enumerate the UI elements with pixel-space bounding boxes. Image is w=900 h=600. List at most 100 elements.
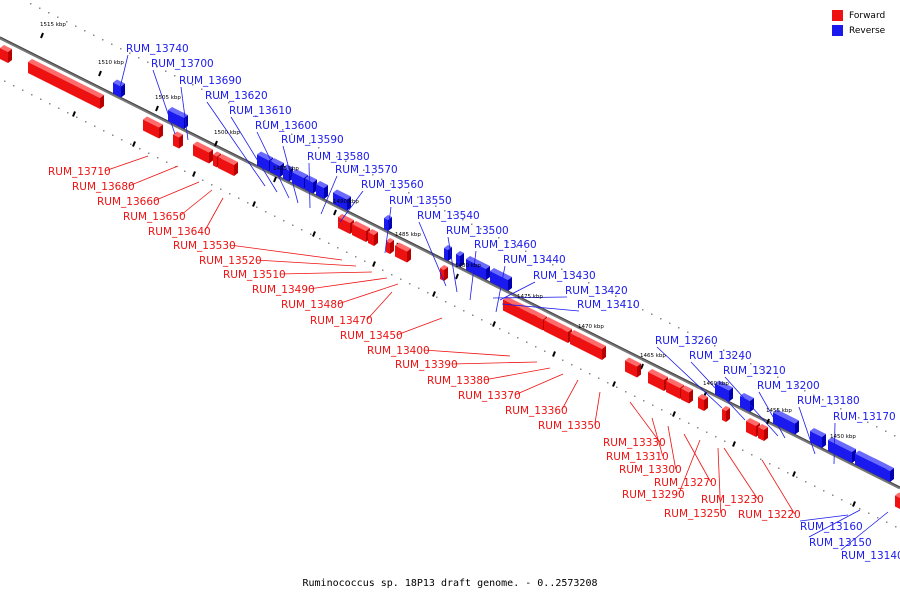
gene-side-face [347,196,351,211]
forward-gene-label[interactable]: RUM_13470 [310,315,373,327]
guide-dot [391,274,393,276]
forward-gene-label[interactable]: RUM_13490 [252,284,315,296]
forward-gene-label[interactable]: RUM_13510 [223,269,286,281]
forward-gene-label[interactable]: RUM_13530 [173,240,236,252]
reverse-gene-label[interactable]: RUM_13570 [335,164,398,176]
reverse-gene-label[interactable]: RUM_13430 [533,270,596,282]
reverse-gene-label[interactable]: RUM_13420 [565,285,628,297]
reverse-gene-label[interactable]: RUM_13500 [446,225,509,237]
reverse-gene-label[interactable]: RUM_13700 [151,58,214,70]
gene-side-face [209,149,213,164]
reverse-gene [466,256,490,280]
reverse-gene-label[interactable]: RUM_13610 [229,105,292,117]
reverse-gene-label[interactable]: RUM_13460 [474,239,537,251]
reverse-gene-label[interactable]: RUM_13540 [417,210,480,222]
gene-top-face [143,116,163,128]
gene-top-face [283,164,293,171]
reverse-gene-label[interactable]: RUM_13590 [281,134,344,146]
forward-gene-label[interactable]: RUM_13330 [603,437,666,449]
gene-side-face [460,253,464,267]
forward-gene-label[interactable]: RUM_13220 [738,509,801,521]
guide-dot [372,174,374,176]
forward-gene-label[interactable]: RUM_13370 [458,390,521,402]
guide-dot [139,148,141,150]
forward-gene-label[interactable]: RUM_13270 [654,477,717,489]
reverse-gene-label[interactable]: RUM_13410 [577,299,640,311]
reverse-gene [773,409,799,435]
reverse-gene-label[interactable]: RUM_13550 [389,195,452,207]
guide-dot [282,129,284,131]
reverse-gene-label[interactable]: RUM_13260 [655,335,718,347]
forward-gene-label[interactable]: RUM_13360 [505,405,568,417]
reverse-gene-label[interactable]: RUM_13170 [833,411,896,423]
reverse-gene-label[interactable]: RUM_13580 [307,151,370,163]
forward-gene-leader [667,425,677,470]
reverse-gene-label[interactable]: RUM_13740 [126,43,189,55]
gene-top-face [895,492,900,498]
guide-dot [220,188,222,190]
forward-gene-label[interactable]: RUM_13300 [619,464,682,476]
gene-top-face [666,378,684,388]
reverse-gene-label[interactable]: RUM_13210 [723,365,786,377]
forward-gene-label[interactable]: RUM_13710 [48,166,111,178]
guide-dot [22,89,24,91]
forward-gene-label[interactable]: RUM_13380 [427,375,490,387]
gene-top-face [722,406,730,411]
reverse-gene-leader [501,303,580,312]
forward-gene-label[interactable]: RUM_13450 [340,330,403,342]
gene-top-face [570,330,606,349]
forward-gene-leader [279,271,373,275]
gene-top-face [338,214,354,223]
forward-gene-label[interactable]: RUM_13290 [622,489,685,501]
gene-layer [0,45,900,509]
reverse-gene-label[interactable]: RUM_13690 [179,75,242,87]
forward-gene-label[interactable]: RUM_13660 [97,196,160,208]
guide-dot [409,283,411,285]
guide-dot [517,337,519,339]
guide-dot [481,319,483,321]
guide-dot [507,241,509,243]
guide-dot [661,409,663,411]
forward-gene-label[interactable]: RUM_13310 [606,451,669,463]
guide-dot [472,314,474,316]
forward-gene-label[interactable]: RUM_13640 [148,226,211,238]
reverse-gene-label[interactable]: RUM_13180 [797,395,860,407]
guide-dot [76,116,78,118]
scale-tick [312,231,316,237]
forward-gene-label[interactable]: RUM_13680 [72,181,135,193]
reverse-gene-label[interactable]: RUM_13600 [255,120,318,132]
forward-gene-label[interactable]: RUM_13480 [281,299,344,311]
gene-side-face [324,185,328,199]
reverse-gene-label[interactable]: RUM_13150 [809,537,872,549]
forward-gene-label[interactable]: RUM_13400 [367,345,430,357]
gene-top-face [758,424,768,430]
reverse-gene-label[interactable]: RUM_13160 [800,521,863,533]
guide-dot [786,381,788,383]
scale-label: 1470 kbp [578,324,604,330]
gene-top-face [352,221,370,231]
guide-dot [354,165,356,167]
gene-top-face [213,151,221,157]
forward-gene-label[interactable]: RUM_13650 [123,211,186,223]
reverse-gene-label[interactable]: RUM_13200 [757,380,820,392]
guide-dot [768,372,770,374]
gene-front-face [740,396,750,412]
reverse-gene-label[interactable]: RUM_13240 [689,350,752,362]
reverse-gene-label[interactable]: RUM_13560 [361,179,424,191]
reverse-gene-label[interactable]: RUM_13140 [841,550,900,562]
guide-dot [526,341,528,343]
scale-label: 1490 kbp [333,199,359,205]
gene-side-face [729,387,733,402]
guide-dot [759,367,761,369]
forward-gene-label[interactable]: RUM_13250 [664,508,727,520]
guide-dot [435,205,437,207]
reverse-gene-label[interactable]: RUM_13620 [205,90,268,102]
scale-tick [552,351,556,357]
reverse-gene-label[interactable]: RUM_13440 [503,254,566,266]
forward-gene-label[interactable]: RUM_13390 [395,359,458,371]
guide-dot [832,494,834,496]
forward-gene-label[interactable]: RUM_13520 [199,255,262,267]
forward-gene-label[interactable]: RUM_13230 [701,494,764,506]
forward-gene-label[interactable]: RUM_13350 [538,420,601,432]
reverse-gene-leader [320,175,338,215]
